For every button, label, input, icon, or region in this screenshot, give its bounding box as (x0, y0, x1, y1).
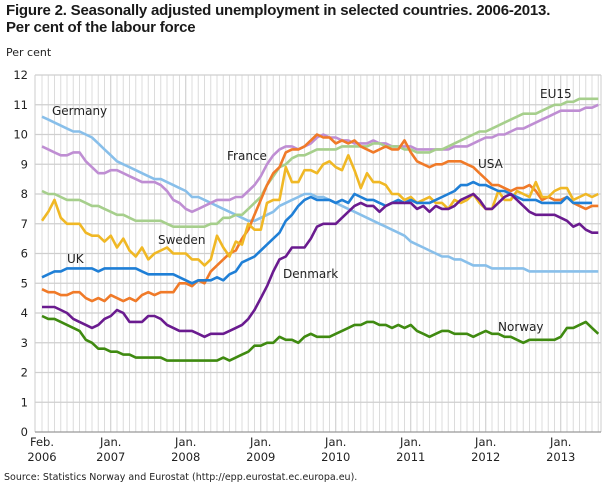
y-tick-label: 2 (21, 366, 28, 380)
series-line-eu15 (41, 97, 599, 228)
x-tick-year: 2011 (396, 450, 425, 464)
x-tick-year: 2008 (171, 450, 200, 464)
x-tick-month: Feb. (30, 435, 54, 449)
y-axis-label: Per cent (6, 46, 52, 59)
y-tick-label: 11 (13, 98, 28, 112)
x-tick-year: 2006 (27, 450, 56, 464)
y-tick-label: 5 (21, 276, 28, 290)
y-tick-label: 9 (21, 157, 28, 171)
y-tick-label: 0 (21, 425, 28, 439)
series-line-denmark (42, 192, 599, 339)
x-tick-year: 2013 (546, 450, 575, 464)
title-line-2: Per cent of the labour force (6, 19, 196, 36)
series-label-eu15: EU15 (540, 87, 572, 101)
x-tick-month: Jan. (399, 435, 421, 449)
series-label-usa: USA (478, 157, 504, 171)
y-tick-label: 6 (21, 247, 28, 261)
chart-title: Figure 2. Seasonally adjusted unemployme… (6, 2, 608, 36)
title-line-1: Figure 2. Seasonally adjusted unemployme… (6, 2, 551, 19)
x-tick-month: Jan. (474, 435, 496, 449)
x-tick-month: Jan. (99, 435, 121, 449)
series-label-sweden: Sweden (158, 233, 205, 247)
x-tick-month: Jan. (174, 435, 196, 449)
x-tick-month: Jan. (324, 435, 346, 449)
series-label-france: France (227, 149, 267, 163)
y-tick-label: 12 (13, 68, 28, 82)
y-tick-label: 3 (21, 336, 28, 350)
y-tick-label: 4 (21, 306, 28, 320)
x-tick-month: Jan. (549, 435, 571, 449)
y-tick-label: 7 (21, 217, 28, 231)
y-tick-label: 8 (21, 187, 28, 201)
series-line-germany (41, 115, 599, 273)
series-line-uk (41, 180, 592, 285)
y-tick-label: 10 (13, 128, 28, 142)
series-line-usa (41, 133, 599, 303)
x-tick-year: 2010 (321, 450, 350, 464)
series-line-sweden (40, 154, 599, 267)
series-line-norway (41, 314, 600, 362)
y-tick-label: 1 (21, 395, 28, 409)
series-label-denmark: Denmark (283, 267, 338, 281)
x-tick-month: Jan. (249, 435, 271, 449)
x-tick-year: 2012 (471, 450, 500, 464)
x-tick-year: 2007 (96, 450, 125, 464)
series-label-uk: UK (67, 252, 85, 266)
source-note: Source: Statistics Norway and Eurostat (… (4, 472, 358, 483)
series-label-norway: Norway (498, 320, 544, 334)
x-tick-year: 2009 (246, 450, 275, 464)
series-label-germany: Germany (52, 104, 107, 118)
